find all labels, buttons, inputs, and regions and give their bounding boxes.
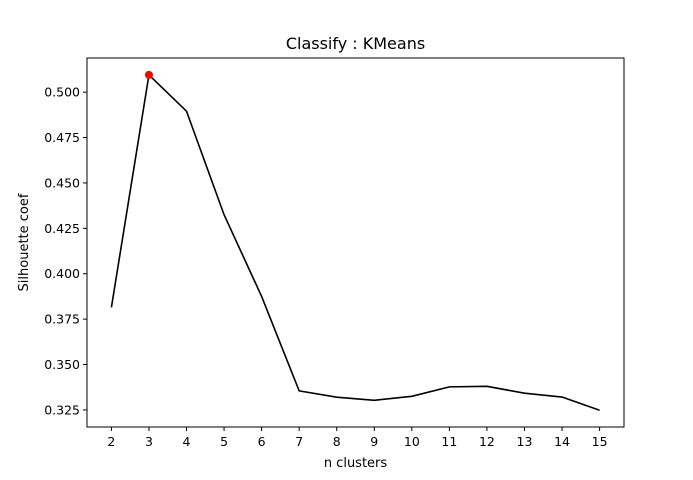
x-tick-label: 11	[441, 434, 457, 449]
y-tick-label: 0.425	[44, 221, 80, 236]
x-tick-label: 13	[517, 434, 533, 449]
y-tick-label: 0.475	[44, 130, 80, 145]
x-tick-label: 5	[220, 434, 228, 449]
y-axis-label: Silhouette coef	[17, 193, 32, 291]
x-axis-ticks: 2 3 4 5 6 7 8 9 10 11 12 13 14 15	[107, 427, 608, 449]
x-tick-label: 7	[295, 434, 303, 449]
x-tick-label: 9	[370, 434, 378, 449]
x-tick-label: 4	[183, 434, 191, 449]
x-tick-label: 15	[592, 434, 608, 449]
y-tick-label: 0.375	[44, 312, 80, 327]
y-tick-label: 0.350	[44, 357, 80, 372]
y-tick-label: 0.500	[44, 85, 80, 100]
x-tick-label: 6	[258, 434, 266, 449]
plot-area	[110, 70, 600, 412]
x-tick-label: 3	[145, 434, 153, 449]
x-axis-label: n clusters	[324, 456, 388, 471]
x-tick-label: 2	[107, 434, 115, 449]
y-axis-ticks: 0.325 0.350 0.375 0.400 0.425 0.450 0.475 0.500	[44, 85, 87, 417]
best-k-marker	[144, 70, 153, 79]
y-tick-label: 0.325	[44, 402, 80, 417]
series-line	[110, 74, 600, 412]
y-tick-label: 0.450	[44, 175, 80, 190]
x-tick-label: 12	[479, 434, 495, 449]
x-tick-label: 8	[333, 434, 341, 449]
chart-title: Classify : KMeans	[286, 34, 425, 53]
y-tick-label: 0.400	[44, 266, 80, 281]
x-tick-label: 14	[554, 434, 570, 449]
axes-frame	[86, 57, 625, 428]
x-tick-label: 10	[404, 434, 420, 449]
